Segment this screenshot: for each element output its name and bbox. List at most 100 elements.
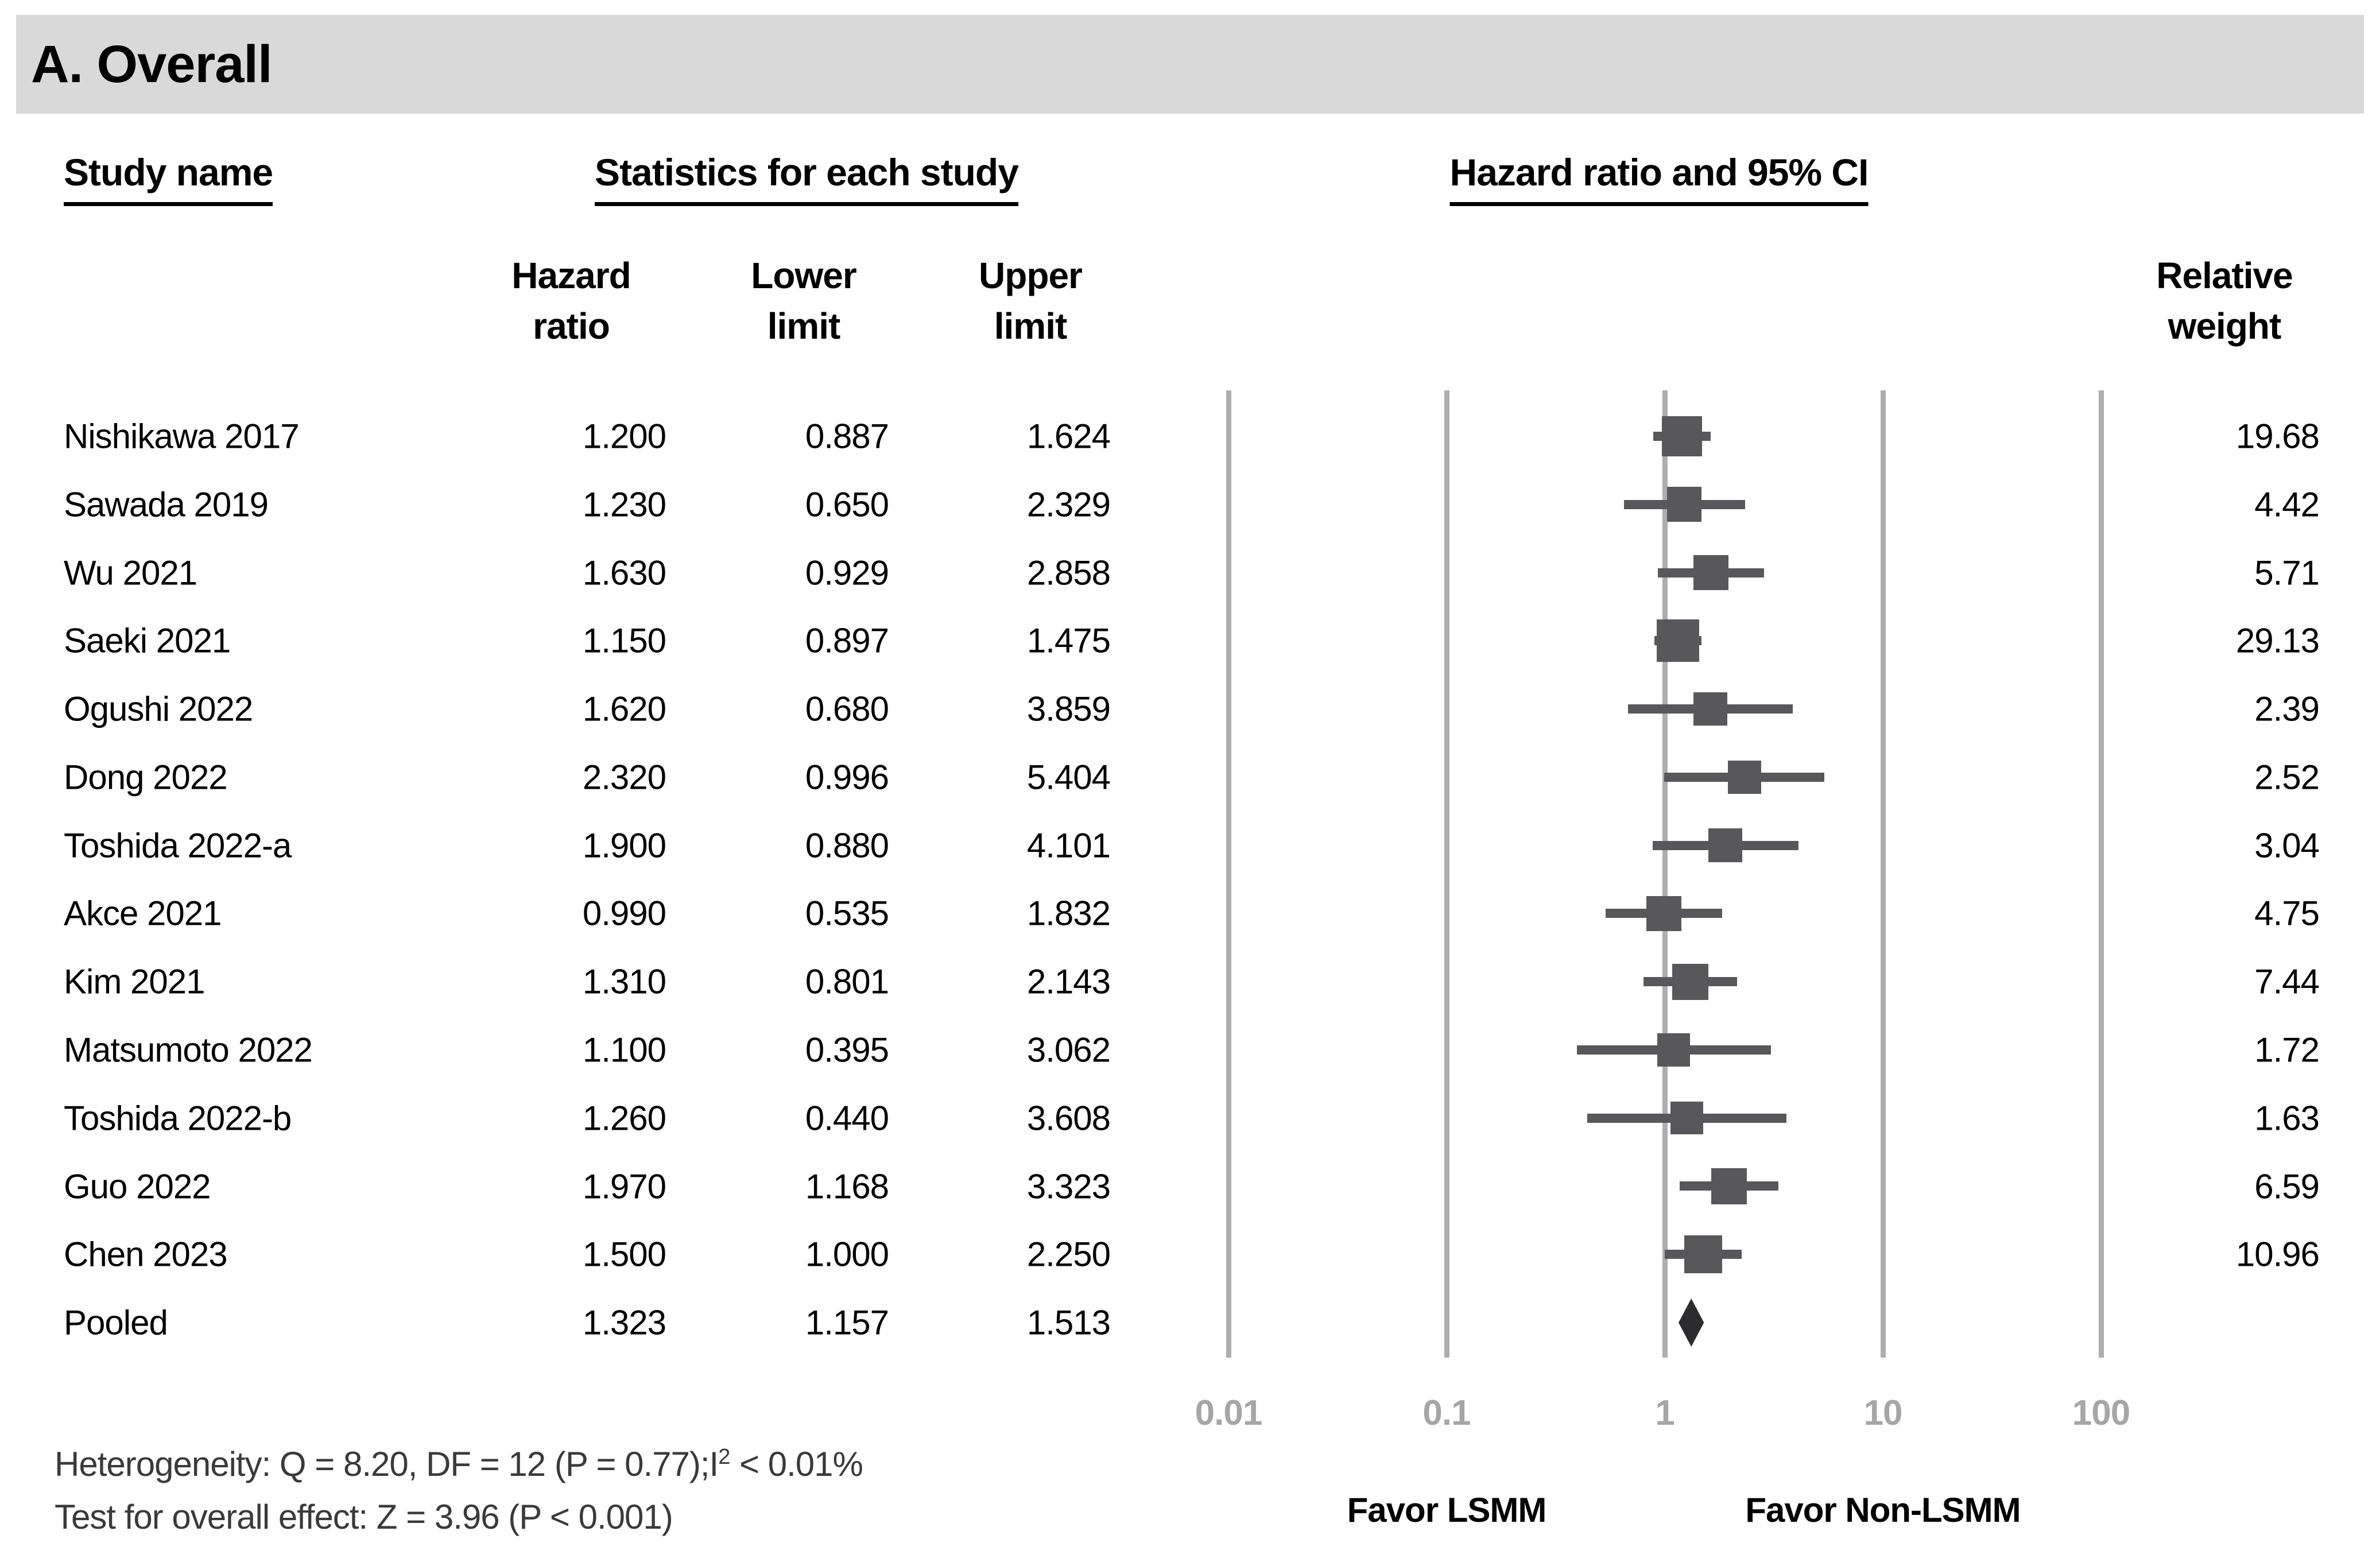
column-header-lower-limit-line1: Lower [751, 255, 856, 296]
upper-limit-value: 2.143 [1026, 962, 1111, 1001]
upper-limit-value: 4.101 [1026, 826, 1111, 865]
gridline-1 [1662, 390, 1668, 1358]
upper-limit-value: 2.858 [1026, 553, 1111, 592]
column-header-relative-weight-line2: weight [2168, 305, 2282, 347]
study-name: Chen 2023 [64, 1235, 228, 1274]
i-squared-superscript: 2 [718, 1445, 731, 1469]
favor-left-label: Favor LSMM [1347, 1491, 1547, 1529]
relative-weight-value: 19.68 [2235, 417, 2320, 456]
hazard-ratio-value: 1.620 [582, 689, 666, 728]
table-row: Matsumoto 2022 1.100 0.395 3.062 1.72 [0, 1016, 2380, 1084]
study-point-square [1693, 692, 1727, 726]
lower-limit-value: 1.157 [805, 1303, 889, 1342]
study-name: Guo 2022 [64, 1167, 211, 1206]
axis-tick-label: 1 [1655, 1393, 1674, 1433]
hazard-ratio-value: 1.200 [582, 417, 666, 456]
lower-limit-value: 0.650 [805, 485, 889, 524]
panel-title-bar: A. Overall [16, 15, 2364, 114]
table-row: Toshida 2022-a 1.900 0.880 4.101 3.04 [0, 811, 2380, 879]
table-row: Dong 2022 2.320 0.996 5.404 2.52 [0, 743, 2380, 811]
hazard-ratio-value: 1.260 [582, 1099, 666, 1138]
study-point-square [1646, 896, 1681, 931]
upper-limit-value: 2.329 [1026, 485, 1111, 524]
table-row: Nishikawa 2017 1.200 0.887 1.624 19.68 [0, 402, 2380, 471]
column-header-hazard-ratio-line1: Hazard [511, 255, 631, 296]
table-row: Saeki 2021 1.150 0.897 1.475 29.13 [0, 607, 2380, 675]
column-header-lower-limit-line2: limit [767, 305, 841, 347]
relative-weight-value: 10.96 [2235, 1235, 2320, 1274]
upper-limit-value: 3.062 [1026, 1030, 1111, 1069]
relative-weight-value: 5.71 [2254, 553, 2320, 592]
relative-weight-value: 4.42 [2254, 485, 2320, 524]
table-row: Chen 2023 1.500 1.000 2.250 10.96 [0, 1220, 2380, 1289]
study-point-square [1684, 1235, 1722, 1273]
study-point-square [1693, 555, 1729, 591]
column-header-relative-weight: Relative weight [2156, 250, 2293, 351]
upper-limit-value: 5.404 [1026, 758, 1111, 797]
table-row: Pooled 1.323 1.157 1.513 [0, 1289, 2380, 1357]
table-row: Kim 2021 1.310 0.801 2.143 7.44 [0, 948, 2380, 1016]
study-name: Matsumoto 2022 [64, 1030, 313, 1069]
study-point-square [1672, 963, 1709, 1000]
lower-limit-value: 0.897 [805, 621, 889, 660]
column-header-upper-limit-line2: limit [994, 305, 1068, 347]
relative-weight-value: 29.13 [2235, 621, 2320, 660]
column-header-upper-limit-line1: Upper [979, 255, 1083, 296]
hazard-ratio-value: 2.320 [582, 758, 666, 797]
lower-limit-value: 0.887 [805, 417, 889, 456]
column-header-upper-limit: Upper limit [979, 250, 1083, 351]
gridline-10 [1880, 390, 1886, 1358]
hazard-ratio-value: 1.150 [582, 621, 666, 660]
column-header-hazard-ratio: Hazard ratio [511, 250, 631, 351]
lower-limit-value: 0.801 [805, 962, 889, 1001]
column-header-hazard-ratio-line2: ratio [533, 305, 610, 347]
relative-weight-value: 3.04 [2254, 826, 2320, 865]
study-name: Akce 2021 [64, 894, 222, 933]
lower-limit-value: 1.168 [805, 1167, 889, 1206]
upper-limit-value: 3.859 [1026, 689, 1111, 728]
study-name: Kim 2021 [64, 962, 205, 1001]
hazard-ratio-value: 1.323 [582, 1303, 666, 1342]
table-row: Ogushi 2022 1.620 0.680 3.859 2.39 [0, 675, 2380, 743]
overall-effect-stats-line: Test for overall effect: Z = 3.96 (P < 0… [55, 1498, 673, 1536]
study-name: Saeki 2021 [64, 621, 231, 660]
upper-limit-value: 1.624 [1026, 417, 1111, 456]
hazard-ratio-value: 1.500 [582, 1235, 666, 1274]
study-name: Ogushi 2022 [64, 689, 253, 728]
table-row: Akce 2021 0.990 0.535 1.832 4.75 [0, 879, 2380, 948]
upper-limit-value: 1.513 [1026, 1303, 1111, 1342]
table-row: Toshida 2022-b 1.260 0.440 3.608 1.63 [0, 1084, 2380, 1152]
axis-tick-label: 0.01 [1195, 1393, 1263, 1433]
upper-limit-value: 1.475 [1026, 621, 1111, 660]
heterogeneity-text-tail: < 0.01% [730, 1445, 863, 1483]
column-header-hazard-ratio-ci: Hazard ratio and 95% CI [1449, 150, 1869, 206]
study-name: Toshida 2022-b [64, 1099, 292, 1138]
study-name: Wu 2021 [64, 553, 197, 592]
table-row: Wu 2021 1.630 0.929 2.858 5.71 [0, 538, 2380, 607]
lower-limit-value: 0.880 [805, 826, 889, 865]
gridline-100 [2098, 390, 2104, 1358]
gridline-0.01 [1226, 390, 1231, 1358]
upper-limit-value: 2.250 [1026, 1235, 1111, 1274]
hazard-ratio-value: 1.630 [582, 553, 666, 592]
relative-weight-value: 2.52 [2254, 758, 2320, 797]
axis-tick-label: 0.1 [1422, 1393, 1471, 1433]
relative-weight-value: 1.72 [2254, 1030, 2320, 1069]
study-point-square [1662, 416, 1703, 457]
hazard-ratio-value: 1.310 [582, 962, 666, 1001]
relative-weight-value: 1.63 [2254, 1099, 2320, 1138]
axis-tick-label: 10 [1863, 1393, 1903, 1433]
study-point-square [1711, 1168, 1747, 1204]
hazard-ratio-value: 1.100 [582, 1030, 666, 1069]
favor-right-label: Favor Non-LSMM [1745, 1491, 2021, 1529]
gridline-0.1 [1444, 390, 1449, 1358]
lower-limit-value: 0.996 [805, 758, 889, 797]
study-name: Nishikawa 2017 [64, 417, 300, 456]
column-header-study-name: Study name [64, 150, 273, 206]
lower-limit-value: 0.535 [805, 894, 889, 933]
study-point-square [1657, 619, 1700, 662]
relative-weight-value: 7.44 [2254, 962, 2320, 1001]
axis-tick-label: 100 [2072, 1393, 2130, 1433]
study-point-square [1727, 760, 1762, 794]
